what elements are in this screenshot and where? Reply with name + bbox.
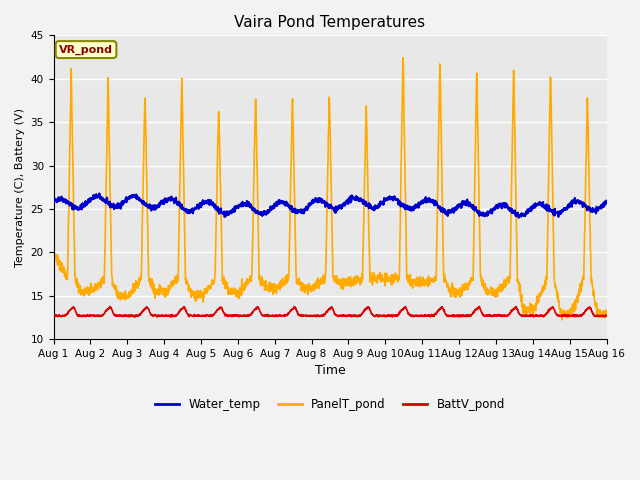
X-axis label: Time: Time (315, 364, 346, 377)
Text: VR_pond: VR_pond (59, 45, 113, 55)
Title: Vaira Pond Temperatures: Vaira Pond Temperatures (234, 15, 426, 30)
Legend: Water_temp, PanelT_pond, BattV_pond: Water_temp, PanelT_pond, BattV_pond (150, 394, 509, 416)
Y-axis label: Temperature (C), Battery (V): Temperature (C), Battery (V) (15, 108, 25, 267)
